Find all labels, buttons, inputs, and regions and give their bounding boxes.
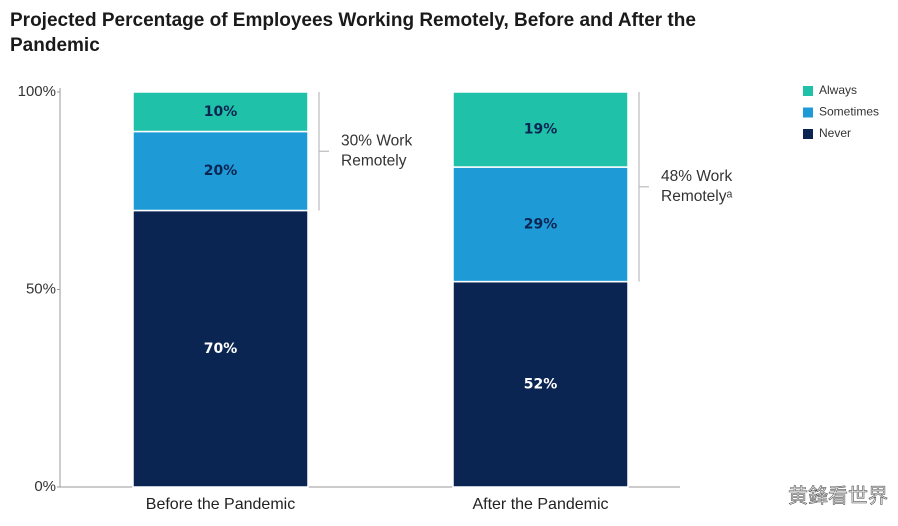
x-tick-label: After the Pandemic [472, 496, 608, 513]
annotation: 30% Work [341, 132, 412, 149]
legend-swatch [803, 107, 813, 118]
legend-label: Always [819, 83, 857, 97]
bar-segment [452, 91, 629, 168]
y-tick-label: 50% [26, 280, 56, 297]
bar-segment [452, 280, 629, 488]
value-label: 19% [524, 122, 558, 138]
watermark: 黄鋒看世界 [788, 484, 888, 507]
value-label: 52% [524, 376, 558, 392]
annotation: Remotely [341, 152, 407, 169]
annotation: Remotelyᵃ [661, 188, 732, 205]
chart-title: Projected Percentage of Employees Workin… [10, 10, 696, 31]
bar-segment [132, 209, 309, 488]
legend-swatch [803, 129, 813, 139]
value-label: 70% [204, 341, 238, 357]
value-label: 10% [204, 104, 238, 120]
legend-swatch [803, 86, 813, 96]
legend-label: Sometimes [819, 105, 879, 119]
bar-segment [452, 166, 629, 283]
annotation: 48% Work [661, 168, 732, 185]
y-tick-label: 0% [34, 478, 56, 495]
bar-segment [132, 130, 309, 212]
value-label: 20% [204, 163, 238, 179]
x-tick-label: Before the Pandemic [146, 496, 295, 513]
legend-label: Never [819, 126, 851, 140]
bar-segment [132, 91, 309, 133]
chart-title: Pandemic [10, 35, 100, 56]
value-label: 29% [524, 216, 558, 232]
y-tick-label: 100% [18, 83, 56, 100]
